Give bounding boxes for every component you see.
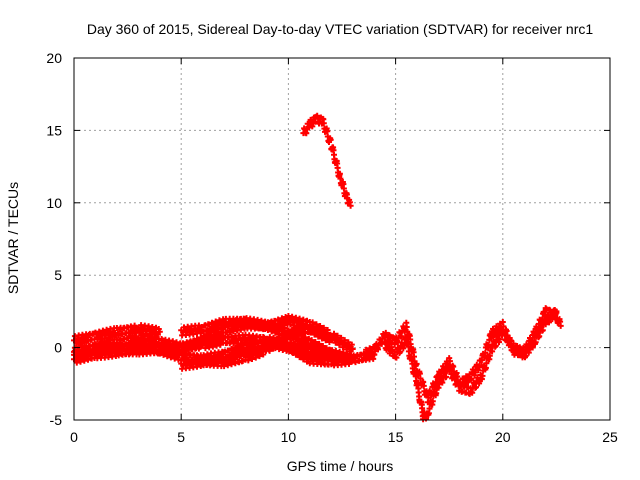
- y-tick-label: 10: [46, 195, 62, 211]
- series-track-7: [300, 112, 354, 209]
- data-points: [300, 112, 354, 209]
- y-tick-label: -5: [50, 412, 63, 428]
- y-tick-label: 0: [54, 340, 62, 356]
- series-track-9: [381, 307, 560, 423]
- series-track-6: [178, 323, 335, 372]
- plot-frame: [73, 57, 611, 421]
- x-tick-label: 15: [388, 429, 404, 445]
- data-layer: [71, 112, 564, 423]
- tick-marks: [73, 57, 611, 421]
- x-tick-label: 25: [602, 429, 618, 445]
- y-tick-label: 20: [46, 50, 62, 66]
- x-tick-label: 0: [70, 429, 78, 445]
- y-axis-label: SDTVAR / TECUs: [5, 182, 21, 294]
- chart-title: Day 360 of 2015, Sidereal Day-to-day VTE…: [87, 21, 593, 37]
- x-tick-label: 20: [495, 429, 511, 445]
- x-tick-label: 5: [177, 429, 185, 445]
- x-tick-label: 10: [281, 429, 297, 445]
- y-tick-label: 5: [54, 267, 62, 283]
- x-axis-label: GPS time / hours: [287, 458, 394, 474]
- data-points: [381, 307, 560, 423]
- data-points: [178, 323, 335, 372]
- tick-labels: 0 5 10 15 20 25 -5 0 5 10 15 20: [46, 50, 618, 445]
- y-tick-label: 15: [46, 122, 62, 138]
